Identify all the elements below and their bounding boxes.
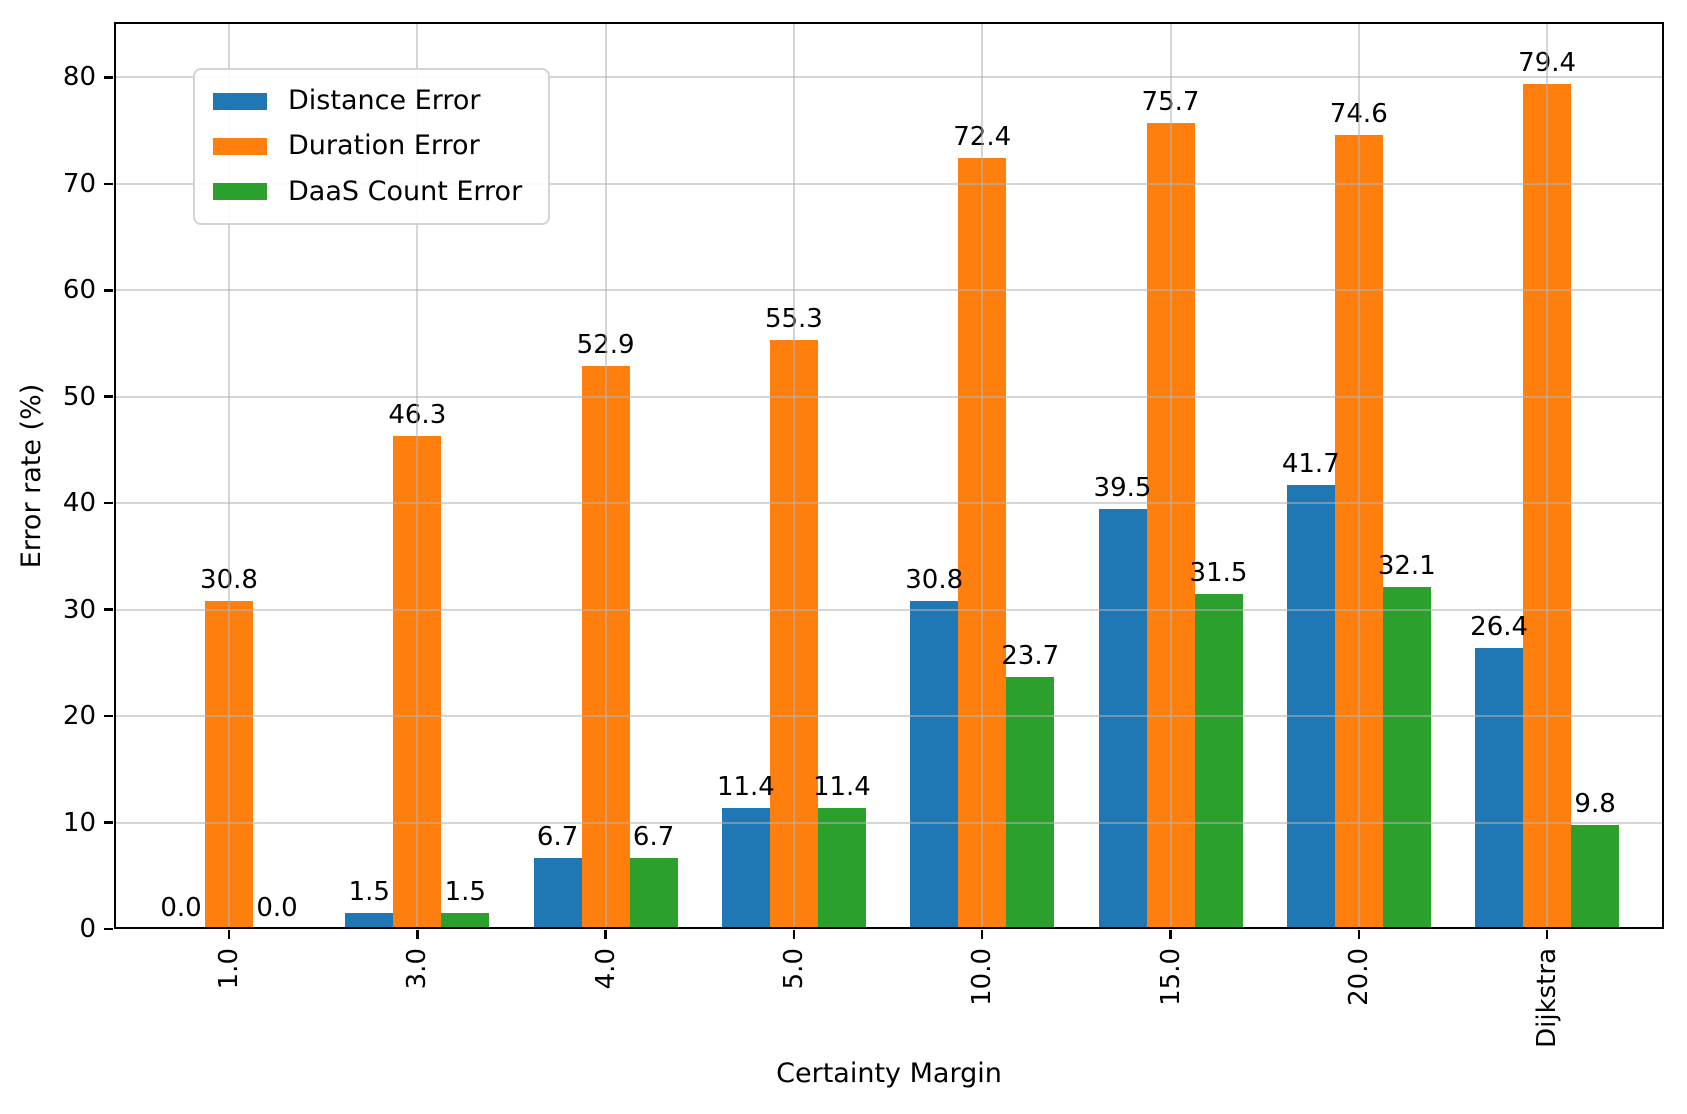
bar bbox=[910, 601, 959, 929]
legend-label: Distance Error bbox=[288, 85, 481, 116]
y-tick-label: 30 bbox=[62, 594, 96, 625]
x-gridline bbox=[416, 22, 419, 929]
bar bbox=[1475, 647, 1524, 929]
x-tick-label: 4.0 bbox=[590, 948, 621, 990]
bar bbox=[1286, 485, 1335, 929]
bar-value-label: 1.5 bbox=[444, 877, 486, 908]
x-tick-label: 10.0 bbox=[967, 948, 998, 1006]
y-tick-mark bbox=[104, 714, 113, 718]
y-gridline bbox=[114, 182, 1664, 185]
bar-value-label: 11.4 bbox=[716, 771, 775, 802]
y-tick-mark bbox=[104, 395, 113, 398]
y-tick-label: 0 bbox=[79, 914, 96, 944]
y-tick-mark bbox=[104, 927, 113, 931]
x-gridline bbox=[792, 22, 795, 929]
x-tick-label: 5.0 bbox=[778, 948, 809, 990]
y-tick-mark bbox=[104, 821, 113, 824]
legend-item: DaaS Count Error bbox=[213, 176, 522, 208]
bars-layer: 0.030.80.01.546.31.56.752.96.711.455.311… bbox=[114, 22, 1664, 929]
y-gridline bbox=[114, 76, 1664, 79]
bar-value-label: 11.4 bbox=[812, 771, 871, 802]
plot-area: 0.030.80.01.546.31.56.752.96.711.455.311… bbox=[114, 22, 1664, 929]
y-tick-mark bbox=[104, 501, 113, 505]
y-gridline bbox=[114, 502, 1664, 505]
x-tick-label: 1.0 bbox=[214, 948, 244, 990]
x-axis-label: Certainty Margin bbox=[776, 1058, 1002, 1089]
y-tick-label: 20 bbox=[62, 701, 96, 732]
bar-value-label: 30.8 bbox=[905, 565, 964, 596]
legend-swatch bbox=[213, 92, 267, 110]
bar-value-label: 26.4 bbox=[1470, 611, 1529, 642]
x-tick-mark bbox=[416, 930, 419, 939]
bar bbox=[721, 807, 770, 929]
bar bbox=[1098, 508, 1147, 929]
y-tick-mark bbox=[104, 608, 113, 611]
y-gridline bbox=[114, 289, 1664, 292]
bar-value-label: 23.7 bbox=[1001, 640, 1060, 671]
bar-value-label: 0.0 bbox=[160, 893, 202, 923]
bar-value-label: 39.5 bbox=[1093, 472, 1152, 503]
y-gridline bbox=[114, 821, 1664, 824]
bar bbox=[441, 913, 490, 929]
y-tick-label: 80 bbox=[62, 62, 96, 93]
x-gridline bbox=[1169, 22, 1172, 929]
x-gridline bbox=[981, 22, 984, 929]
legend-swatch bbox=[213, 138, 267, 156]
x-tick-mark bbox=[227, 930, 231, 939]
y-tick-label: 40 bbox=[62, 488, 96, 519]
bar bbox=[1194, 593, 1243, 929]
x-tick-label: Dijkstra bbox=[1532, 948, 1563, 1048]
x-tick-mark bbox=[792, 930, 796, 939]
y-tick-mark bbox=[104, 289, 113, 292]
bar bbox=[1382, 587, 1431, 929]
bar bbox=[533, 857, 582, 929]
bar bbox=[1571, 824, 1620, 929]
bar-value-label: 1.5 bbox=[348, 877, 390, 908]
legend-item: Distance Error bbox=[213, 85, 522, 117]
legend-item: Duration Error bbox=[213, 130, 522, 162]
legend-swatch bbox=[213, 183, 267, 201]
grid-layer bbox=[114, 22, 1664, 929]
bar-value-label: 41.7 bbox=[1281, 449, 1340, 480]
y-gridline bbox=[114, 715, 1664, 718]
legend-label: Duration Error bbox=[288, 130, 480, 162]
bar-value-label: 32.1 bbox=[1377, 551, 1436, 582]
x-gridline bbox=[228, 22, 230, 929]
x-tick-label: 15.0 bbox=[1155, 948, 1186, 1006]
bar-value-label: 6.7 bbox=[536, 821, 579, 852]
x-tick-label: 20.0 bbox=[1343, 948, 1374, 1006]
x-tick-mark bbox=[1357, 930, 1361, 939]
legend: Distance Error Duration Error DaaS Count E… bbox=[193, 68, 551, 226]
bar-value-label: 31.5 bbox=[1189, 557, 1248, 588]
y-tick-mark bbox=[104, 76, 113, 79]
y-tick-label: 70 bbox=[62, 168, 96, 199]
y-tick-label: 10 bbox=[62, 807, 96, 838]
y-gridline bbox=[114, 608, 1664, 611]
x-gridline bbox=[604, 22, 607, 929]
x-gridline bbox=[1357, 22, 1360, 929]
bar bbox=[817, 807, 866, 929]
bar-value-label: 9.8 bbox=[1574, 788, 1616, 819]
x-tick-mark bbox=[1545, 930, 1549, 939]
y-gridline bbox=[114, 395, 1664, 398]
x-gridline bbox=[1546, 22, 1549, 929]
x-tick-mark bbox=[1169, 930, 1172, 939]
bar bbox=[345, 913, 394, 929]
x-tick-mark bbox=[604, 930, 607, 939]
legend-label: DaaS Count Error bbox=[288, 175, 523, 207]
x-tick-mark bbox=[980, 930, 984, 939]
y-tick-label: 50 bbox=[62, 381, 96, 412]
bar bbox=[1006, 676, 1055, 929]
y-tick-mark bbox=[104, 182, 113, 186]
bar-value-label: 6.7 bbox=[632, 821, 675, 852]
x-tick-label: 3.0 bbox=[402, 948, 433, 990]
y-tick-label: 60 bbox=[62, 275, 96, 306]
bar-value-label: 0.0 bbox=[256, 893, 298, 923]
bar bbox=[629, 857, 678, 929]
